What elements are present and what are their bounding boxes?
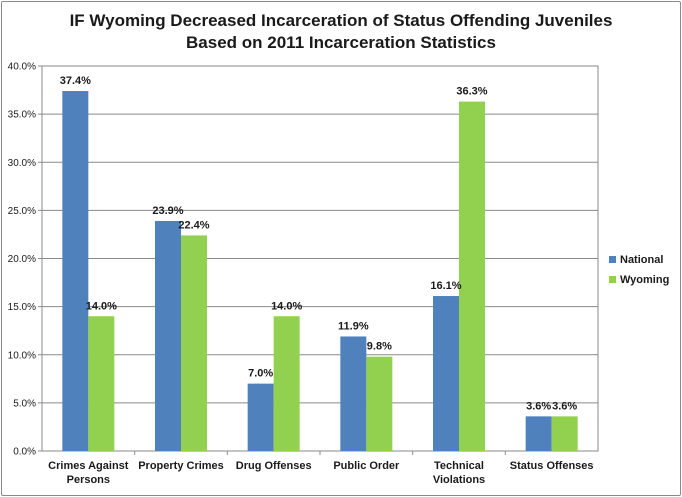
y-tick-label: 10.0% bbox=[8, 350, 36, 361]
bar-wyoming bbox=[459, 101, 485, 452]
x-category-label: Persons bbox=[67, 474, 110, 486]
bar-national bbox=[155, 220, 181, 451]
bar-national bbox=[525, 416, 552, 451]
data-label: 9.8% bbox=[367, 341, 392, 353]
y-tick-label: 0.0% bbox=[13, 447, 36, 458]
data-label: 11.9% bbox=[338, 320, 369, 332]
data-label: 16.1% bbox=[430, 280, 461, 292]
x-category-label: Status Offenses bbox=[510, 460, 594, 472]
y-tick-label: 20.0% bbox=[8, 254, 36, 265]
y-tick-label: 35.0% bbox=[8, 110, 36, 121]
x-category-label: Crimes Against bbox=[48, 460, 129, 472]
bar-wyoming bbox=[366, 356, 393, 451]
x-category-label: Public Order bbox=[333, 460, 400, 472]
x-category-label: Technical bbox=[434, 460, 484, 472]
y-tick-label: 5.0% bbox=[13, 398, 36, 409]
legend-label-national: National bbox=[620, 254, 663, 266]
bar-national bbox=[433, 296, 459, 451]
bar-wyoming bbox=[181, 235, 207, 451]
bar-wyoming bbox=[551, 416, 578, 451]
bar-wyoming bbox=[88, 316, 115, 451]
legend-swatch-wyoming bbox=[609, 276, 616, 283]
legend-swatch-national bbox=[609, 256, 616, 263]
bar-wyoming bbox=[273, 316, 300, 451]
bar-national bbox=[247, 383, 274, 451]
data-label: 22.4% bbox=[178, 219, 209, 231]
data-label: 36.3% bbox=[456, 86, 487, 98]
data-label: 7.0% bbox=[248, 368, 273, 380]
data-label: 3.6% bbox=[526, 400, 551, 412]
x-category-label: Drug Offenses bbox=[236, 460, 312, 472]
chart-title-line-2: Based on 2011 Incarceration Statistics bbox=[186, 33, 496, 52]
data-label: 37.4% bbox=[60, 75, 91, 87]
chart-title-line-1: IF Wyoming Decreased Incarceration of St… bbox=[70, 11, 613, 30]
x-category-label: Violations bbox=[433, 474, 485, 486]
y-tick-label: 30.0% bbox=[8, 158, 36, 169]
legend-label-wyoming: Wyoming bbox=[620, 274, 669, 286]
y-tick-label: 40.0% bbox=[8, 62, 36, 73]
x-category-label: Property Crimes bbox=[138, 460, 224, 472]
data-label: 3.6% bbox=[552, 400, 577, 412]
bar-national bbox=[340, 336, 367, 451]
data-label: 23.9% bbox=[152, 205, 183, 217]
data-label: 14.0% bbox=[271, 300, 302, 312]
data-label: 14.0% bbox=[86, 300, 117, 312]
y-tick-label: 25.0% bbox=[8, 206, 36, 217]
bar-national bbox=[62, 91, 89, 452]
y-tick-label: 15.0% bbox=[8, 302, 36, 313]
